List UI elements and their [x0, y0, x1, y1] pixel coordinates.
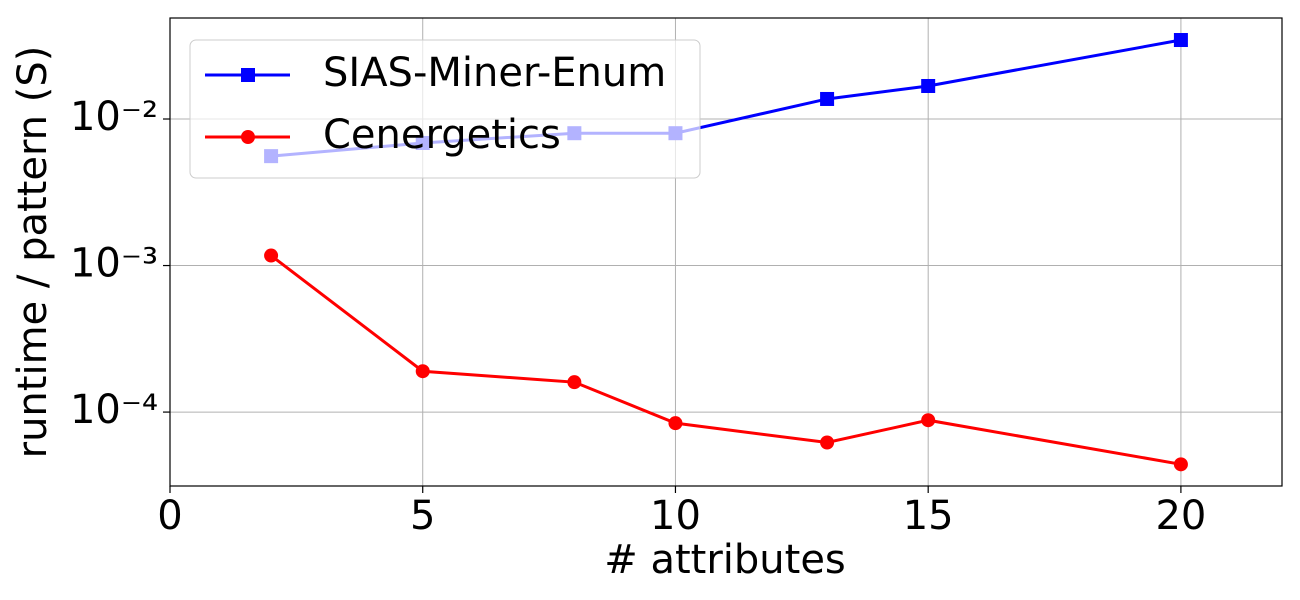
data-point: [567, 375, 582, 390]
data-point: [820, 435, 835, 450]
data-point: [820, 91, 835, 106]
data-point: [264, 248, 279, 263]
x-axis-label: # attributes: [604, 537, 846, 583]
legend-box: [189, 39, 701, 179]
y-tick-label: 10⁻⁴: [70, 387, 158, 433]
x-tick-label: 20: [1155, 493, 1206, 539]
y-tick-label: 10⁻³: [70, 241, 158, 287]
data-point: [921, 78, 936, 93]
data-point: [668, 416, 683, 431]
legend-label: Cenergetics: [323, 112, 561, 158]
legend-label: SIAS-Miner-Enum: [323, 50, 666, 96]
data-point: [921, 413, 936, 428]
data-point: [1173, 457, 1188, 472]
x-tick-label: 5: [410, 493, 435, 539]
legend-marker: [241, 130, 255, 144]
legend: SIAS-Miner-Enum Cenergetics: [189, 39, 701, 179]
data-point: [415, 364, 430, 379]
x-tick-label: 15: [903, 493, 954, 539]
x-tick-label: 10: [650, 493, 701, 539]
x-tick-label: 0: [157, 493, 182, 539]
legend-marker: [241, 68, 255, 82]
axes-frame: [169, 17, 1283, 487]
y-tick-label: 10⁻²: [70, 94, 158, 140]
series-line: [270, 254, 1182, 466]
data-point: [1173, 33, 1188, 48]
y-axis-label: runtime / pattern (S): [10, 46, 56, 459]
